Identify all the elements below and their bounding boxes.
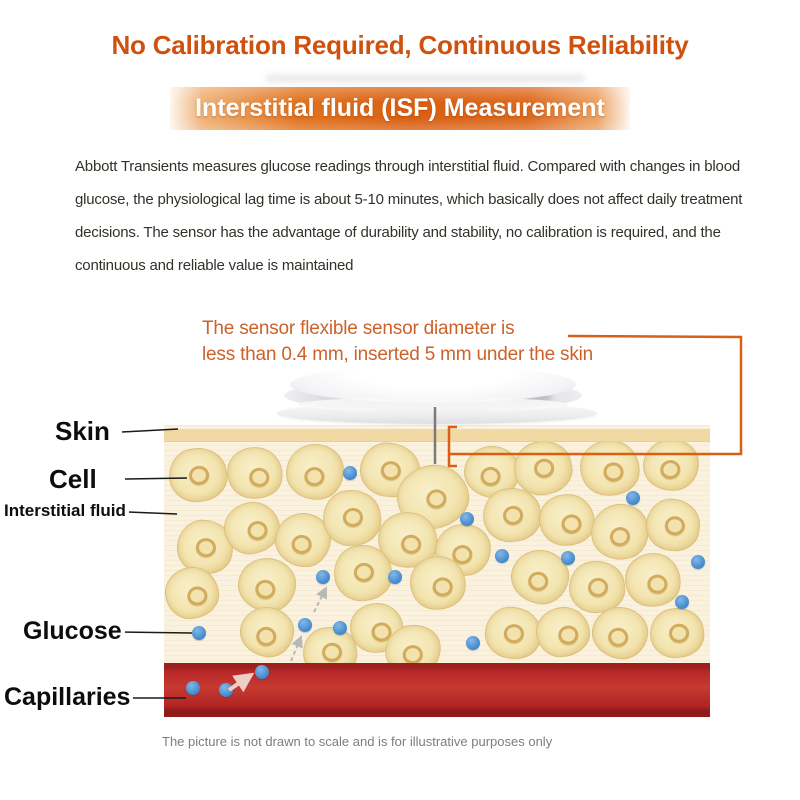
glucose-dot: [691, 555, 705, 569]
glucose-dot: [460, 512, 474, 526]
footnote: The picture is not drawn to scale and is…: [162, 734, 553, 749]
capillaries-label: Capillaries: [1, 683, 134, 712]
description-line: continuous and reliable value is maintai…: [75, 257, 354, 274]
section-banner-label: Interstitial fluid (ISF) Measurement: [195, 94, 605, 122]
glucose-dot: [186, 681, 200, 695]
glucose-dot: [675, 595, 689, 609]
description-paragraph: Abbott Transients measures glucose readi…: [75, 150, 765, 282]
section-banner: Interstitial fluid (ISF) Measurement: [170, 87, 630, 130]
description-line: decisions. The sensor has the advantage …: [75, 224, 721, 241]
skin-label: Skin: [52, 416, 113, 447]
glucose-dot: [388, 570, 402, 584]
glucose-dot: [255, 665, 269, 679]
glucose-dot: [316, 570, 330, 584]
description-line: Abbott Transients measures glucose readi…: [75, 158, 740, 175]
glucose-label: Glucose: [20, 617, 125, 646]
glucose-dot: [495, 549, 509, 563]
tissue-diagram: [164, 425, 710, 717]
sensor-base-lip: [298, 397, 568, 412]
glucose-dot: [298, 618, 312, 632]
glucose-dot: [333, 621, 347, 635]
cell-label: Cell: [46, 464, 100, 495]
dot-layer: [164, 425, 710, 717]
interstitial-fluid-label: Interstitial fluid: [1, 501, 129, 521]
page-title: No Calibration Required, Continuous Reli…: [111, 30, 689, 60]
glucose-dot: [466, 636, 480, 650]
description-line: glucose, the physiological lag time is a…: [75, 191, 743, 208]
glucose-dot: [343, 466, 357, 480]
glucose-dot: [192, 626, 206, 640]
glucose-dot: [626, 491, 640, 505]
banner-shadow-artifact: [265, 74, 585, 83]
glucose-dot: [219, 683, 233, 697]
glucose-dot: [561, 551, 575, 565]
sensor-annotation-line2: less than 0.4 mm, inserted 5 mm under th…: [202, 344, 594, 365]
sensor-annotation-line1: The sensor flexible sensor diameter is: [202, 318, 515, 339]
